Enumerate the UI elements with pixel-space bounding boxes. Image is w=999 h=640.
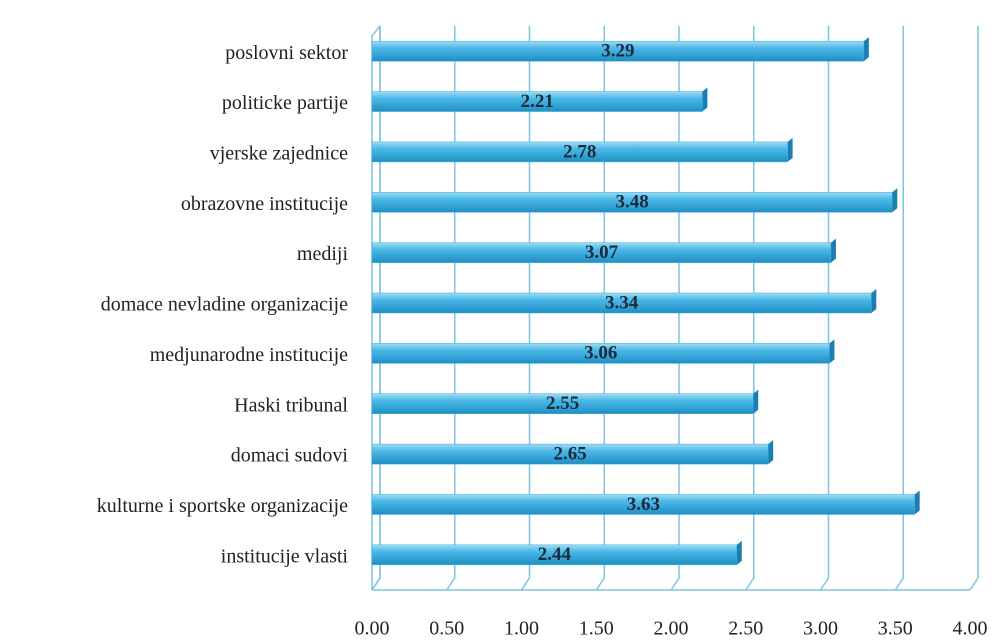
value-label: 2.21 [521, 91, 554, 112]
value-label: 2.78 [563, 141, 596, 162]
x-tick-label: 1.50 [579, 618, 614, 640]
bar-side [914, 490, 920, 515]
bar-side [753, 389, 759, 414]
bar [371, 91, 703, 112]
bar [371, 192, 893, 213]
y-tick-label: vjerske zajednice [210, 143, 348, 165]
value-label: 3.34 [605, 292, 639, 313]
bar [371, 544, 738, 566]
grid-line [894, 26, 904, 591]
bar-side [871, 289, 877, 313]
bar [371, 343, 830, 364]
y-tick-label: medjunarodne institucije [150, 344, 348, 366]
value-label: 3.07 [585, 242, 619, 263]
bar [371, 242, 832, 263]
value-label: 3.63 [627, 494, 660, 515]
value-label: 2.55 [546, 393, 579, 414]
y-tick-label: domaci sudovi [231, 445, 349, 467]
x-tick-label: 2.50 [728, 618, 763, 640]
x-tick-label: 1.00 [504, 618, 539, 640]
bar-side [787, 137, 793, 162]
bar [371, 494, 915, 515]
bar [371, 443, 769, 465]
bar-side [829, 339, 835, 364]
bar-side [768, 440, 774, 465]
bar [371, 393, 754, 414]
x-tick-label: 3.00 [803, 618, 838, 640]
bar [371, 292, 872, 314]
x-tick-label: 3.50 [878, 618, 913, 640]
value-label: 2.65 [553, 443, 586, 464]
y-tick-label: mediji [297, 243, 349, 265]
bar-side [830, 238, 836, 263]
y-tick-label: kulturne i sportske organizacije [97, 495, 348, 517]
bar-side [892, 188, 898, 213]
bar [371, 141, 788, 163]
x-tick-label: 0.50 [429, 618, 464, 640]
y-tick-label: obrazovne institucije [181, 193, 348, 215]
grid-line [969, 26, 979, 591]
y-tick-label: domace nevladine organizacije [101, 294, 348, 316]
x-tick-label: 2.00 [654, 618, 689, 640]
x-tick-label: 4.00 [953, 618, 988, 640]
y-tick-label: institucije vlasti [221, 545, 349, 567]
bar-side [736, 540, 742, 565]
y-tick-label: politicke partije [222, 92, 348, 114]
x-tick-label: 0.00 [355, 618, 390, 640]
bar [371, 40, 865, 62]
value-label: 3.06 [584, 343, 617, 364]
value-label: 3.48 [616, 192, 649, 213]
bar-side [863, 37, 869, 62]
bar-side [702, 87, 708, 112]
value-label: 2.44 [538, 544, 572, 565]
y-tick-label: Haski tribunal [234, 394, 348, 416]
value-label: 3.29 [601, 41, 634, 62]
y-tick-label: poslovni sektor [225, 42, 348, 64]
